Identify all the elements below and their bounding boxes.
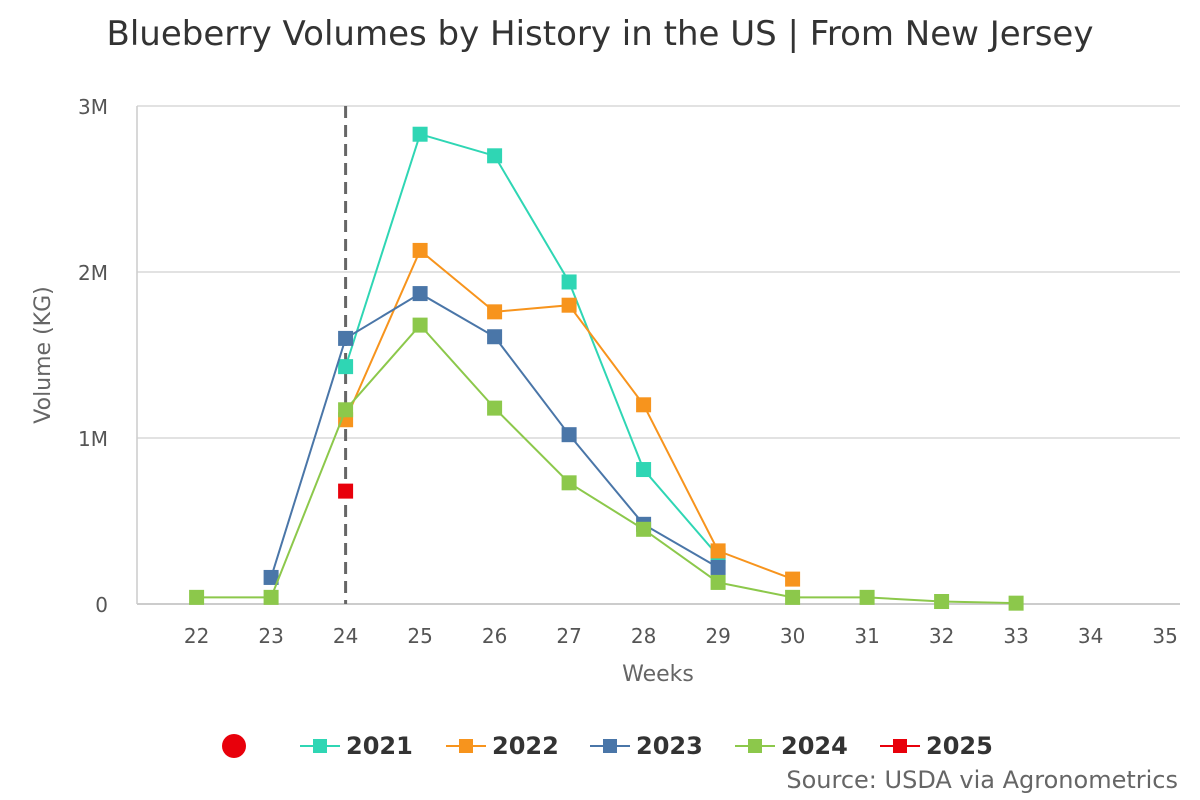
data-point-2022 — [561, 297, 577, 313]
x-tick-label: 34 — [1078, 624, 1103, 648]
series-group — [189, 126, 1024, 611]
legend-label-2024: 2024 — [781, 732, 848, 760]
legend-label-2021: 2021 — [346, 732, 413, 760]
data-point-2023 — [338, 330, 354, 346]
x-tick-label: 28 — [631, 624, 656, 648]
legend-item-2023[interactable]: 2023 — [590, 728, 703, 764]
data-point-2024 — [934, 594, 950, 610]
data-point-2024 — [189, 589, 205, 605]
x-axis-title: Weeks — [622, 662, 694, 687]
data-point-2023 — [263, 569, 279, 585]
data-point-2022 — [412, 242, 428, 258]
data-point-2024 — [412, 317, 428, 333]
data-point-2022 — [710, 543, 726, 559]
x-tick-label: 24 — [333, 624, 358, 648]
x-tick-label: 31 — [854, 624, 879, 648]
data-point-2023 — [561, 427, 577, 443]
legend-dot-icon — [222, 734, 246, 758]
y-tick-label: 2M — [78, 261, 108, 285]
legend-symbol-2025 — [880, 728, 920, 764]
data-point-2024 — [263, 589, 279, 605]
data-point-2024 — [785, 589, 801, 605]
x-tick-label: 33 — [1003, 624, 1028, 648]
y-tick-label: 0 — [95, 593, 108, 617]
data-point-2024 — [487, 400, 503, 416]
data-point-2025 — [338, 483, 354, 499]
legend-label-2025: 2025 — [926, 732, 993, 760]
series-2021 — [338, 126, 726, 564]
data-point-2024 — [561, 475, 577, 491]
axes — [136, 106, 1180, 605]
x-tick-label: 32 — [929, 624, 954, 648]
data-point-2023 — [710, 559, 726, 575]
legend-label-2022: 2022 — [492, 732, 559, 760]
series-line-2024 — [196, 323, 1017, 605]
grid-lines — [137, 105, 1180, 439]
legend: 2021 2022 2023 2024 2025 — [0, 728, 1200, 764]
x-tick-label: 27 — [556, 624, 581, 648]
series-line-2021 — [344, 132, 719, 557]
x-tick-label: 26 — [482, 624, 507, 648]
y-tick-label: 1M — [78, 427, 108, 451]
data-point-2024 — [710, 574, 726, 590]
legend-item-2025[interactable]: 2025 — [880, 728, 993, 764]
x-tick-label: 25 — [407, 624, 432, 648]
data-point-2021 — [636, 462, 652, 478]
data-point-2022 — [487, 304, 503, 320]
data-point-2021 — [412, 126, 428, 142]
axis-labels: 0 1M 2M 3M 22 23 24 25 26 27 28 29 30 31 32 33 34 35 Weeks… — [31, 95, 1178, 687]
data-point-2021 — [338, 359, 354, 375]
data-point-2023 — [487, 329, 503, 345]
data-point-2021 — [561, 274, 577, 290]
series-2024 — [189, 317, 1024, 611]
x-tick-label: 29 — [705, 624, 730, 648]
data-point-2024 — [1008, 595, 1024, 611]
x-tick-label: 30 — [780, 624, 805, 648]
source-credit: Source: USDA via Agronometrics — [786, 766, 1178, 794]
legend-symbol-2024 — [735, 728, 775, 764]
data-point-2024 — [636, 521, 652, 537]
series-2022 — [338, 242, 801, 587]
data-point-2022 — [785, 571, 801, 587]
series-2025 — [338, 483, 354, 499]
data-point-2022 — [636, 397, 652, 413]
data-point-2021 — [487, 148, 503, 164]
legend-label-2023: 2023 — [636, 732, 703, 760]
data-point-2023 — [412, 286, 428, 302]
x-tick-label: 23 — [258, 624, 283, 648]
y-tick-label: 3M — [78, 95, 108, 119]
x-tick-label: 35 — [1152, 624, 1177, 648]
legend-item-2021[interactable]: 2021 — [300, 728, 413, 764]
legend-symbol-2021 — [300, 728, 340, 764]
data-point-2024 — [859, 589, 875, 605]
legend-item-2022[interactable]: 2022 — [446, 728, 559, 764]
data-point-2024 — [338, 402, 354, 418]
y-axis-title: Volume (KG) — [31, 286, 56, 423]
chart-title: Blueberry Volumes by History in the US |… — [106, 14, 1094, 54]
legend-symbol-2023 — [590, 728, 630, 764]
series-2023 — [263, 286, 726, 585]
legend-item-2024[interactable]: 2024 — [735, 728, 848, 764]
legend-symbol-2022 — [446, 728, 486, 764]
x-tick-label: 22 — [184, 624, 209, 648]
